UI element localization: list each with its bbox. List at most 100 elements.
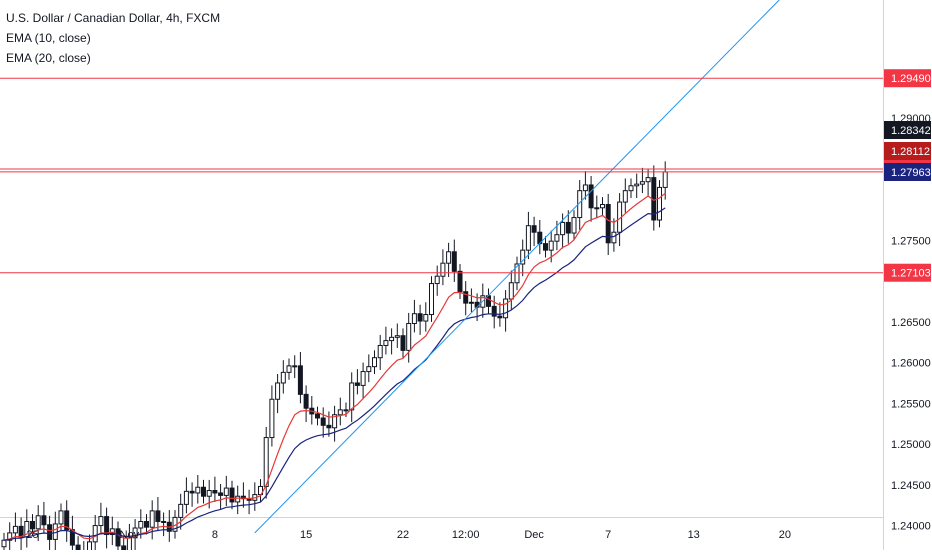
candle-body bbox=[326, 424, 332, 429]
candle-body bbox=[639, 181, 645, 185]
candle-body bbox=[132, 527, 138, 539]
candle-body bbox=[594, 207, 600, 210]
candle-body bbox=[41, 515, 47, 526]
candle-body bbox=[343, 409, 349, 412]
candle-body bbox=[354, 382, 360, 386]
candle-body bbox=[628, 185, 634, 192]
candle-body bbox=[178, 503, 184, 518]
candle-body bbox=[600, 204, 605, 209]
candle-body bbox=[571, 217, 577, 234]
candle-body bbox=[47, 524, 53, 540]
candle-body bbox=[582, 184, 588, 192]
candle-body bbox=[98, 516, 104, 527]
trendline[interactable] bbox=[254, 0, 780, 534]
candle-body bbox=[531, 225, 537, 233]
x-tick-label: Dec bbox=[524, 529, 544, 541]
candle-body bbox=[423, 314, 429, 322]
candle-body bbox=[560, 221, 566, 236]
candle-body bbox=[394, 335, 400, 338]
candle-body bbox=[611, 231, 617, 244]
y-tick-label: 1.25000 bbox=[891, 439, 931, 451]
candle-body bbox=[297, 365, 303, 395]
candle-body bbox=[275, 382, 281, 400]
candle-body bbox=[520, 249, 526, 265]
ema20-legend[interactable]: EMA (20, close) bbox=[6, 51, 91, 65]
candle-body bbox=[434, 275, 440, 285]
candle-body bbox=[588, 184, 594, 209]
candle-body bbox=[446, 251, 452, 264]
candle-body bbox=[30, 520, 35, 530]
candle-body bbox=[645, 177, 651, 183]
price-label: 1.27963 bbox=[891, 167, 931, 179]
candle-body bbox=[12, 525, 18, 534]
candle-body bbox=[320, 417, 326, 426]
candle-body bbox=[121, 545, 127, 554]
candle-body bbox=[292, 365, 298, 368]
price-label-bg bbox=[884, 163, 931, 181]
price-label-bg bbox=[884, 263, 931, 282]
candle-body bbox=[417, 313, 423, 322]
y-tick-label: 1.26000 bbox=[891, 358, 931, 370]
candle-body bbox=[337, 409, 343, 416]
candle-body bbox=[406, 322, 412, 351]
candle-body bbox=[115, 528, 121, 547]
y-tick-label: 1.24000 bbox=[891, 521, 931, 533]
candle-body bbox=[451, 251, 457, 272]
price-label-bg bbox=[884, 142, 931, 160]
candle-body bbox=[372, 357, 377, 368]
candle-body bbox=[64, 510, 70, 531]
candle-body bbox=[377, 344, 383, 359]
candle-body bbox=[634, 183, 640, 187]
candle-body bbox=[525, 225, 531, 251]
candle-body bbox=[429, 283, 434, 316]
candle-body bbox=[104, 516, 110, 536]
y-tick-label: 1.25500 bbox=[891, 398, 931, 410]
y-tick-label: 1.24500 bbox=[891, 480, 931, 492]
candle-body bbox=[263, 437, 269, 487]
x-tick-label: 20 bbox=[779, 529, 791, 541]
candle-body bbox=[657, 186, 662, 221]
candle-body bbox=[155, 510, 161, 522]
candle-body bbox=[149, 510, 155, 528]
candle-body bbox=[605, 204, 611, 244]
candle-body bbox=[463, 291, 469, 304]
price-label: 1.28112 bbox=[891, 146, 930, 158]
x-tick-label: 8 bbox=[212, 529, 218, 541]
candle-body bbox=[508, 282, 514, 300]
candle-body bbox=[411, 313, 417, 324]
price-label-bg bbox=[884, 69, 931, 88]
candle-body bbox=[280, 371, 286, 384]
candle-body bbox=[514, 263, 520, 284]
candle-body bbox=[360, 371, 366, 386]
ema20-line bbox=[3, 207, 666, 541]
x-tick-label: 22 bbox=[397, 529, 409, 541]
x-tick-label: 7 bbox=[605, 529, 611, 541]
candle-body bbox=[92, 525, 98, 543]
candle-body bbox=[503, 298, 509, 319]
symbol-title[interactable]: U.S. Dollar / Canadian Dollar, 4h, FXCM bbox=[6, 11, 221, 25]
candle-body bbox=[183, 490, 189, 505]
candle-body bbox=[366, 366, 372, 373]
candle-body bbox=[189, 490, 195, 494]
candle-body bbox=[554, 234, 560, 242]
candle-body bbox=[400, 335, 406, 351]
candle-body bbox=[457, 270, 463, 293]
price-label-bg bbox=[884, 121, 931, 139]
x-tick-label: 12:00 bbox=[452, 529, 480, 541]
candle-body bbox=[286, 365, 292, 373]
candle-body bbox=[269, 398, 275, 439]
candle-body bbox=[75, 544, 81, 554]
candle-body bbox=[7, 532, 13, 541]
candle-body bbox=[109, 528, 115, 536]
candle-body bbox=[223, 487, 229, 496]
candle-body bbox=[315, 413, 320, 419]
candle-body bbox=[218, 492, 224, 496]
ema10-legend[interactable]: EMA (10, close) bbox=[6, 31, 91, 45]
candle-body bbox=[383, 340, 389, 346]
candle-body bbox=[87, 541, 92, 555]
candle-body bbox=[543, 243, 548, 251]
candle-body bbox=[662, 171, 668, 188]
candle-body bbox=[235, 495, 241, 503]
